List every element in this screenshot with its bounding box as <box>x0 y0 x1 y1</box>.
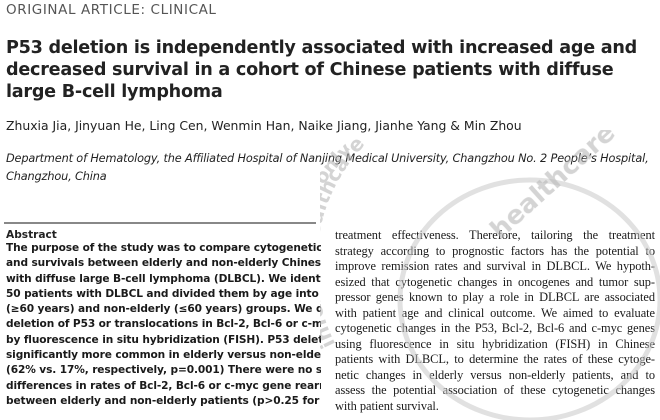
body-line: pressor genes known to play a role in DL… <box>335 290 655 304</box>
abstract-line: (62% vs. 17%, respectively, p=0.001) The… <box>6 364 321 377</box>
body-line: assess the potential association of thes… <box>335 383 655 397</box>
body-line: with patient age and clinical outcome. W… <box>335 305 655 320</box>
body-line: netic changes in elderly versus non-elde… <box>335 367 655 382</box>
abstract-line: The purpose of the study was to compare … <box>6 242 321 254</box>
section-label: ORIGINAL ARTICLE: CLINICAL <box>6 2 217 18</box>
abstract-heading: Abstract <box>6 229 57 241</box>
body-line: improve remission rates and survival in … <box>335 259 655 273</box>
abstract-line: and survivals between elderly and non-el… <box>6 257 321 270</box>
abstract-line: 50 patients with DLBCL and divided them … <box>6 287 321 300</box>
affiliation: Department of Hematology, the Affiliated… <box>6 152 649 183</box>
body-text-column: treatment effectiveness. Therefore, tail… <box>335 228 655 414</box>
abstract-divider <box>4 222 316 224</box>
body-line: using fluorescence in situ hybridization… <box>335 336 655 351</box>
abstract-line: (≥60 years) and non-elderly (≤60 years) … <box>6 303 321 316</box>
abstract-line: between elderly and non-elderly patients… <box>6 394 321 407</box>
author-list: Zhuxia Jia, Jinyuan He, Ling Cen, Wenmin… <box>6 118 522 133</box>
abstract-body: The purpose of the study was to compare … <box>6 241 321 409</box>
abstract-line: deletion of P53 or translocations in Bcl… <box>6 318 321 331</box>
article-title: P53 deletion is independently associated… <box>6 38 638 102</box>
body-line: treatment effectiveness. Therefore, tail… <box>335 228 655 242</box>
abstract-line: by fluorescence in situ hybridization (F… <box>6 333 321 346</box>
abstract-line: with diffuse large B-cell lymphoma (DLBC… <box>6 272 321 285</box>
body-line: strategy according to prognostic factors… <box>335 243 655 258</box>
body-line: cytogenetic changes in the P53, Bcl-2, B… <box>335 321 655 335</box>
abstract-line: significantly more common in elderly ver… <box>6 349 321 362</box>
body-line: patients with DLBCL, to determine the ra… <box>335 352 655 366</box>
body-line: esized that cytogenetic changes in oncog… <box>335 274 655 289</box>
abstract-line: differences in rates of Bcl-2, Bcl-6 or … <box>6 379 321 392</box>
